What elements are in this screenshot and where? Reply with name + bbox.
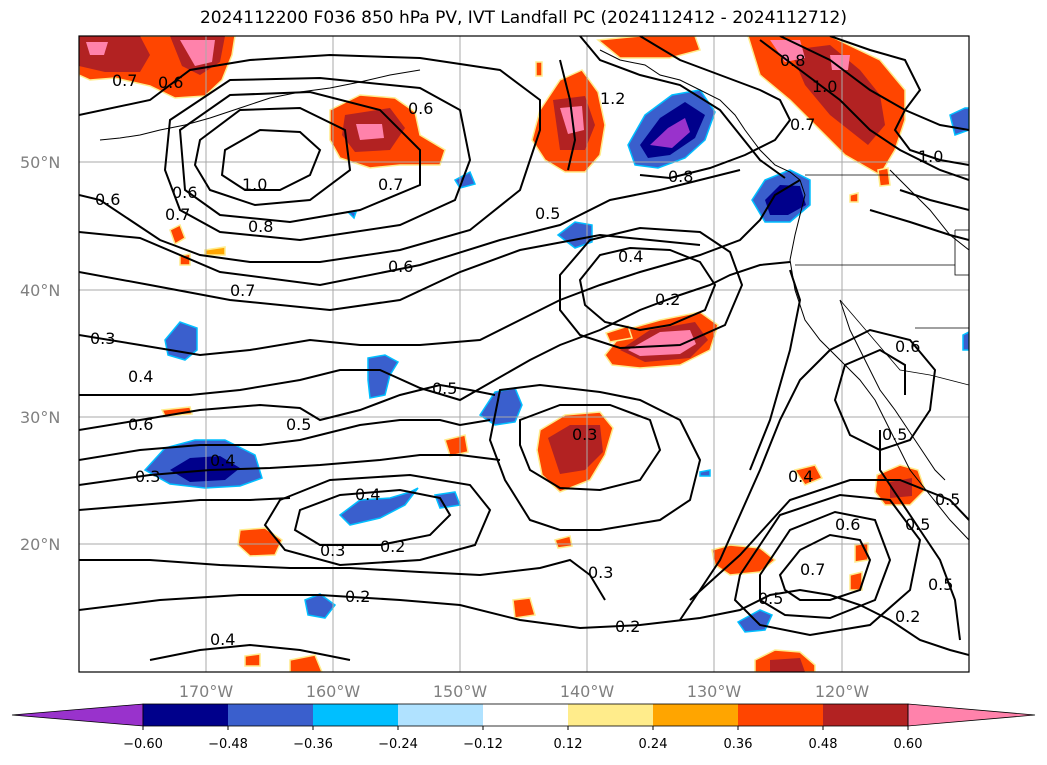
lon-label: 170°W bbox=[179, 682, 234, 701]
colorbar-segment bbox=[398, 704, 483, 726]
colorbar-segment bbox=[143, 704, 228, 726]
contour-label: 0.6 bbox=[95, 190, 120, 209]
colorbar-frame bbox=[142, 703, 909, 727]
contour-label: 1.2 bbox=[600, 89, 625, 108]
lon-label: 150°W bbox=[433, 682, 488, 701]
contour-label: 0.2 bbox=[345, 587, 370, 606]
colorbar: −0.60 −0.48 −0.36 −0.24 −0.12 0.12 0.24 0.36 0.4… bbox=[11, 703, 1036, 752]
colorbar-segment bbox=[313, 704, 398, 726]
contour-label: 0.4 bbox=[128, 367, 153, 386]
map-title: 2024112200 F036 850 hPa PV, IVT Landfall… bbox=[199, 8, 847, 28]
contour-label: 0.5 bbox=[432, 379, 457, 398]
contour-label: 0.2 bbox=[380, 537, 405, 556]
contour-label: 0.6 bbox=[172, 183, 197, 202]
lat-label: 20°N bbox=[20, 535, 60, 554]
colorbar-segment bbox=[228, 704, 313, 726]
contour-label: 0.8 bbox=[780, 51, 805, 70]
contour-label: 0.7 bbox=[800, 560, 825, 579]
colorbar-segment bbox=[823, 704, 908, 726]
colorbar-tick-label: −0.24 bbox=[378, 737, 418, 752]
contour-label: 0.5 bbox=[935, 490, 960, 509]
colorbar-tick-label: 0.24 bbox=[639, 737, 668, 752]
map-content: 0.7 0.6 0.6 1.2 0.8 1.0 0.8 1.0 0.7 0.6 … bbox=[79, 36, 969, 672]
contour-label: 1.0 bbox=[812, 77, 837, 96]
colorbar-tick-label: −0.36 bbox=[293, 737, 333, 752]
contour-label: 0.8 bbox=[668, 167, 693, 186]
contour-label: 0.5 bbox=[882, 425, 907, 444]
colorbar-tick-label: −0.60 bbox=[123, 737, 163, 752]
contour-label: 0.5 bbox=[905, 515, 930, 534]
contour-lines bbox=[79, 36, 969, 661]
contour-label: 0.4 bbox=[618, 247, 643, 266]
lat-label: 40°N bbox=[20, 281, 60, 300]
colorbar-tick-label: 0.12 bbox=[554, 737, 583, 752]
colorbar-segment bbox=[738, 704, 823, 726]
contour-label: 0.7 bbox=[790, 115, 815, 134]
colorbar-tick-label: −0.12 bbox=[463, 737, 503, 752]
colorbar-segment bbox=[653, 704, 738, 726]
contour-label: 0.7 bbox=[230, 281, 255, 300]
lon-label: 160°W bbox=[306, 682, 361, 701]
longitude-labels: 170°W 160°W 150°W 140°W 130°W 120°W bbox=[179, 682, 870, 701]
lat-label: 30°N bbox=[20, 408, 60, 427]
map-frame bbox=[78, 35, 970, 673]
negative-anomaly-fields bbox=[143, 89, 969, 633]
contour-label: 0.7 bbox=[165, 205, 190, 224]
lon-label: 120°W bbox=[815, 682, 870, 701]
lat-label: 50°N bbox=[20, 153, 60, 172]
colorbar-tick-label: −0.48 bbox=[208, 737, 248, 752]
contour-label: 0.4 bbox=[355, 485, 380, 504]
colorbar-tick-label: 0.60 bbox=[894, 737, 923, 752]
contour-label: 0.3 bbox=[572, 425, 597, 444]
colorbar-segment bbox=[568, 704, 653, 726]
colorbar-arrow-high bbox=[907, 703, 1036, 727]
contour-label: 1.0 bbox=[918, 147, 943, 166]
contour-label: 0.7 bbox=[112, 71, 137, 90]
contour-label: 0.2 bbox=[615, 617, 640, 636]
contour-label: 0.2 bbox=[895, 607, 920, 626]
contour-label: 0.6 bbox=[158, 73, 183, 92]
lon-label: 130°W bbox=[687, 682, 742, 701]
contour-label: 0.5 bbox=[928, 575, 953, 594]
contour-label: 0.6 bbox=[388, 257, 413, 276]
colorbar-tick-label: 0.36 bbox=[724, 737, 753, 752]
contour-label: 0.4 bbox=[210, 630, 235, 649]
colorbar-arrow-low bbox=[11, 703, 144, 727]
contour-label: 0.3 bbox=[90, 329, 115, 348]
contour-labels: 0.7 0.6 0.6 1.2 0.8 1.0 0.8 1.0 0.7 0.6 … bbox=[90, 51, 960, 649]
lon-label: 140°W bbox=[560, 682, 615, 701]
contour-label: 0.3 bbox=[588, 563, 613, 582]
contour-label: 0.7 bbox=[378, 175, 403, 194]
contour-label: 0.4 bbox=[788, 467, 813, 486]
contour-label: 0.4 bbox=[210, 451, 235, 470]
contour-label: 0.3 bbox=[320, 541, 345, 560]
colorbar-segment bbox=[483, 704, 568, 726]
contour-label: 0.5 bbox=[535, 204, 560, 223]
contour-label: 0.6 bbox=[408, 99, 433, 118]
colorbar-tick-label: 0.48 bbox=[809, 737, 838, 752]
contour-label: 1.0 bbox=[242, 175, 267, 194]
contour-label: 0.5 bbox=[758, 589, 783, 608]
coastlines bbox=[99, 49, 969, 541]
contour-label: 0.8 bbox=[248, 217, 273, 236]
contour-label: 0.6 bbox=[835, 515, 860, 534]
contour-label: 0.3 bbox=[135, 467, 160, 486]
latitude-labels: 50°N 40°N 30°N 20°N bbox=[20, 153, 60, 554]
contour-label: 0.5 bbox=[286, 415, 311, 434]
contour-label: 0.6 bbox=[128, 415, 153, 434]
contour-label: 0.6 bbox=[895, 337, 920, 356]
contour-label: 0.2 bbox=[655, 290, 680, 309]
